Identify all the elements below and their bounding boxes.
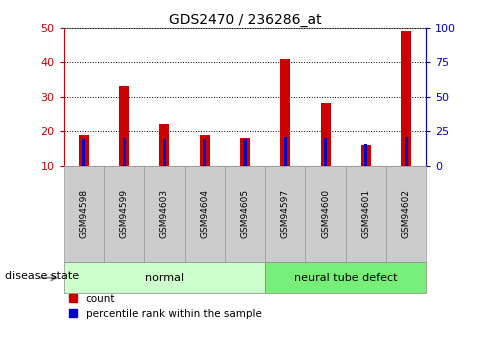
- Text: GSM94601: GSM94601: [361, 189, 370, 238]
- Text: normal: normal: [145, 273, 184, 283]
- Text: GSM94605: GSM94605: [241, 189, 249, 238]
- Bar: [320, 104, 331, 166]
- Bar: [163, 139, 166, 166]
- Bar: [361, 145, 371, 166]
- Text: GSM94603: GSM94603: [160, 189, 169, 238]
- Bar: [401, 31, 411, 166]
- Bar: [119, 86, 129, 166]
- Legend: count, percentile rank within the sample: count, percentile rank within the sample: [69, 294, 262, 319]
- Bar: [122, 138, 126, 166]
- Bar: [82, 139, 85, 166]
- Bar: [405, 137, 408, 166]
- Bar: [159, 124, 170, 166]
- Text: GSM94602: GSM94602: [402, 189, 411, 238]
- Text: GSM94598: GSM94598: [79, 189, 88, 238]
- Bar: [240, 138, 250, 166]
- Text: disease state: disease state: [5, 271, 79, 281]
- Bar: [284, 137, 287, 166]
- Bar: [324, 138, 327, 166]
- Bar: [280, 59, 291, 166]
- Text: GSM94599: GSM94599: [120, 189, 129, 238]
- Bar: [203, 139, 206, 166]
- Text: neural tube defect: neural tube defect: [294, 273, 397, 283]
- Text: GSM94597: GSM94597: [281, 189, 290, 238]
- Bar: [244, 139, 246, 166]
- Bar: [200, 135, 210, 166]
- Title: GDS2470 / 236286_at: GDS2470 / 236286_at: [169, 12, 321, 27]
- Text: GSM94604: GSM94604: [200, 189, 209, 238]
- Bar: [364, 144, 368, 166]
- Text: GSM94600: GSM94600: [321, 189, 330, 238]
- Bar: [79, 135, 89, 166]
